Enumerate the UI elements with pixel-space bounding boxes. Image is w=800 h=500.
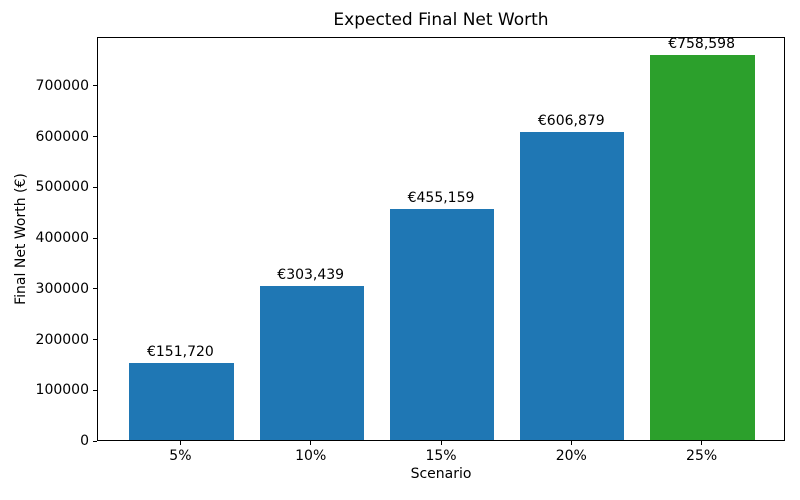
y-tick-mark: [93, 85, 97, 87]
bar-value-label: €151,720: [146, 344, 214, 361]
x-axis-label: Scenario: [410, 466, 472, 482]
y-tick-mark: [93, 288, 97, 290]
y-tick-label: 500000: [35, 179, 89, 196]
bar-value-label: €303,439: [277, 267, 345, 284]
y-tick-mark: [93, 339, 97, 341]
bar-value-label: €606,879: [537, 113, 605, 130]
bar-25%: [650, 55, 755, 440]
bar-value-label: €455,159: [407, 190, 475, 207]
y-tick-label: 200000: [35, 331, 89, 348]
bar-10%: [259, 286, 364, 440]
y-tick-label: 100000: [35, 382, 89, 399]
x-tick-mark: [440, 441, 442, 445]
plot-area: [97, 37, 785, 441]
y-tick-label: 700000: [35, 77, 89, 94]
y-tick-label: 300000: [35, 280, 89, 297]
x-tick-label: 20%: [555, 448, 587, 464]
x-tick-label: 10%: [295, 448, 327, 464]
x-tick-mark: [310, 441, 312, 445]
bar-20%: [520, 132, 625, 440]
y-tick-label: 400000: [35, 230, 89, 247]
x-tick-label: 25%: [686, 448, 718, 464]
x-tick-label: 5%: [169, 448, 192, 464]
y-tick-mark: [93, 136, 97, 138]
y-tick-mark: [93, 389, 97, 391]
y-tick-label: 600000: [35, 128, 89, 145]
x-tick-label: 15%: [425, 448, 457, 464]
x-tick-mark: [570, 441, 572, 445]
x-tick-mark: [179, 441, 181, 445]
y-tick-mark: [93, 440, 97, 442]
x-tick-mark: [701, 441, 703, 445]
y-tick-mark: [93, 237, 97, 239]
bar-15%: [389, 209, 495, 440]
bar-5%: [129, 363, 234, 440]
y-tick-label: 0: [80, 433, 89, 449]
chart-title: Expected Final Net Worth: [333, 10, 549, 30]
bar-value-label: €758,598: [668, 36, 735, 53]
y-tick-mark: [93, 186, 97, 188]
